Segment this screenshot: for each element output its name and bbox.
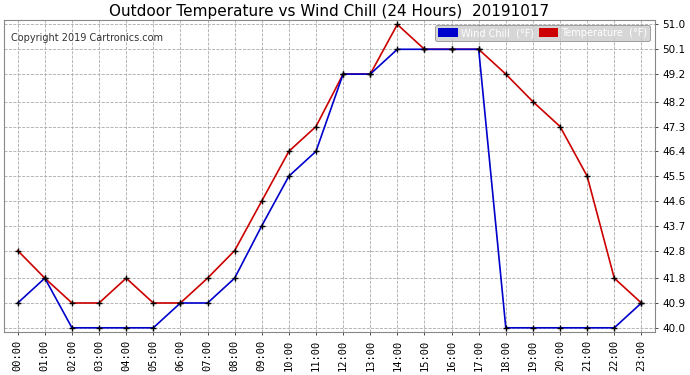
- Text: Copyright 2019 Cartronics.com: Copyright 2019 Cartronics.com: [10, 33, 163, 43]
- Title: Outdoor Temperature vs Wind Chill (24 Hours)  20191017: Outdoor Temperature vs Wind Chill (24 Ho…: [110, 4, 550, 19]
- Legend: Wind Chill  (°F), Temperature  (°F): Wind Chill (°F), Temperature (°F): [435, 25, 650, 41]
